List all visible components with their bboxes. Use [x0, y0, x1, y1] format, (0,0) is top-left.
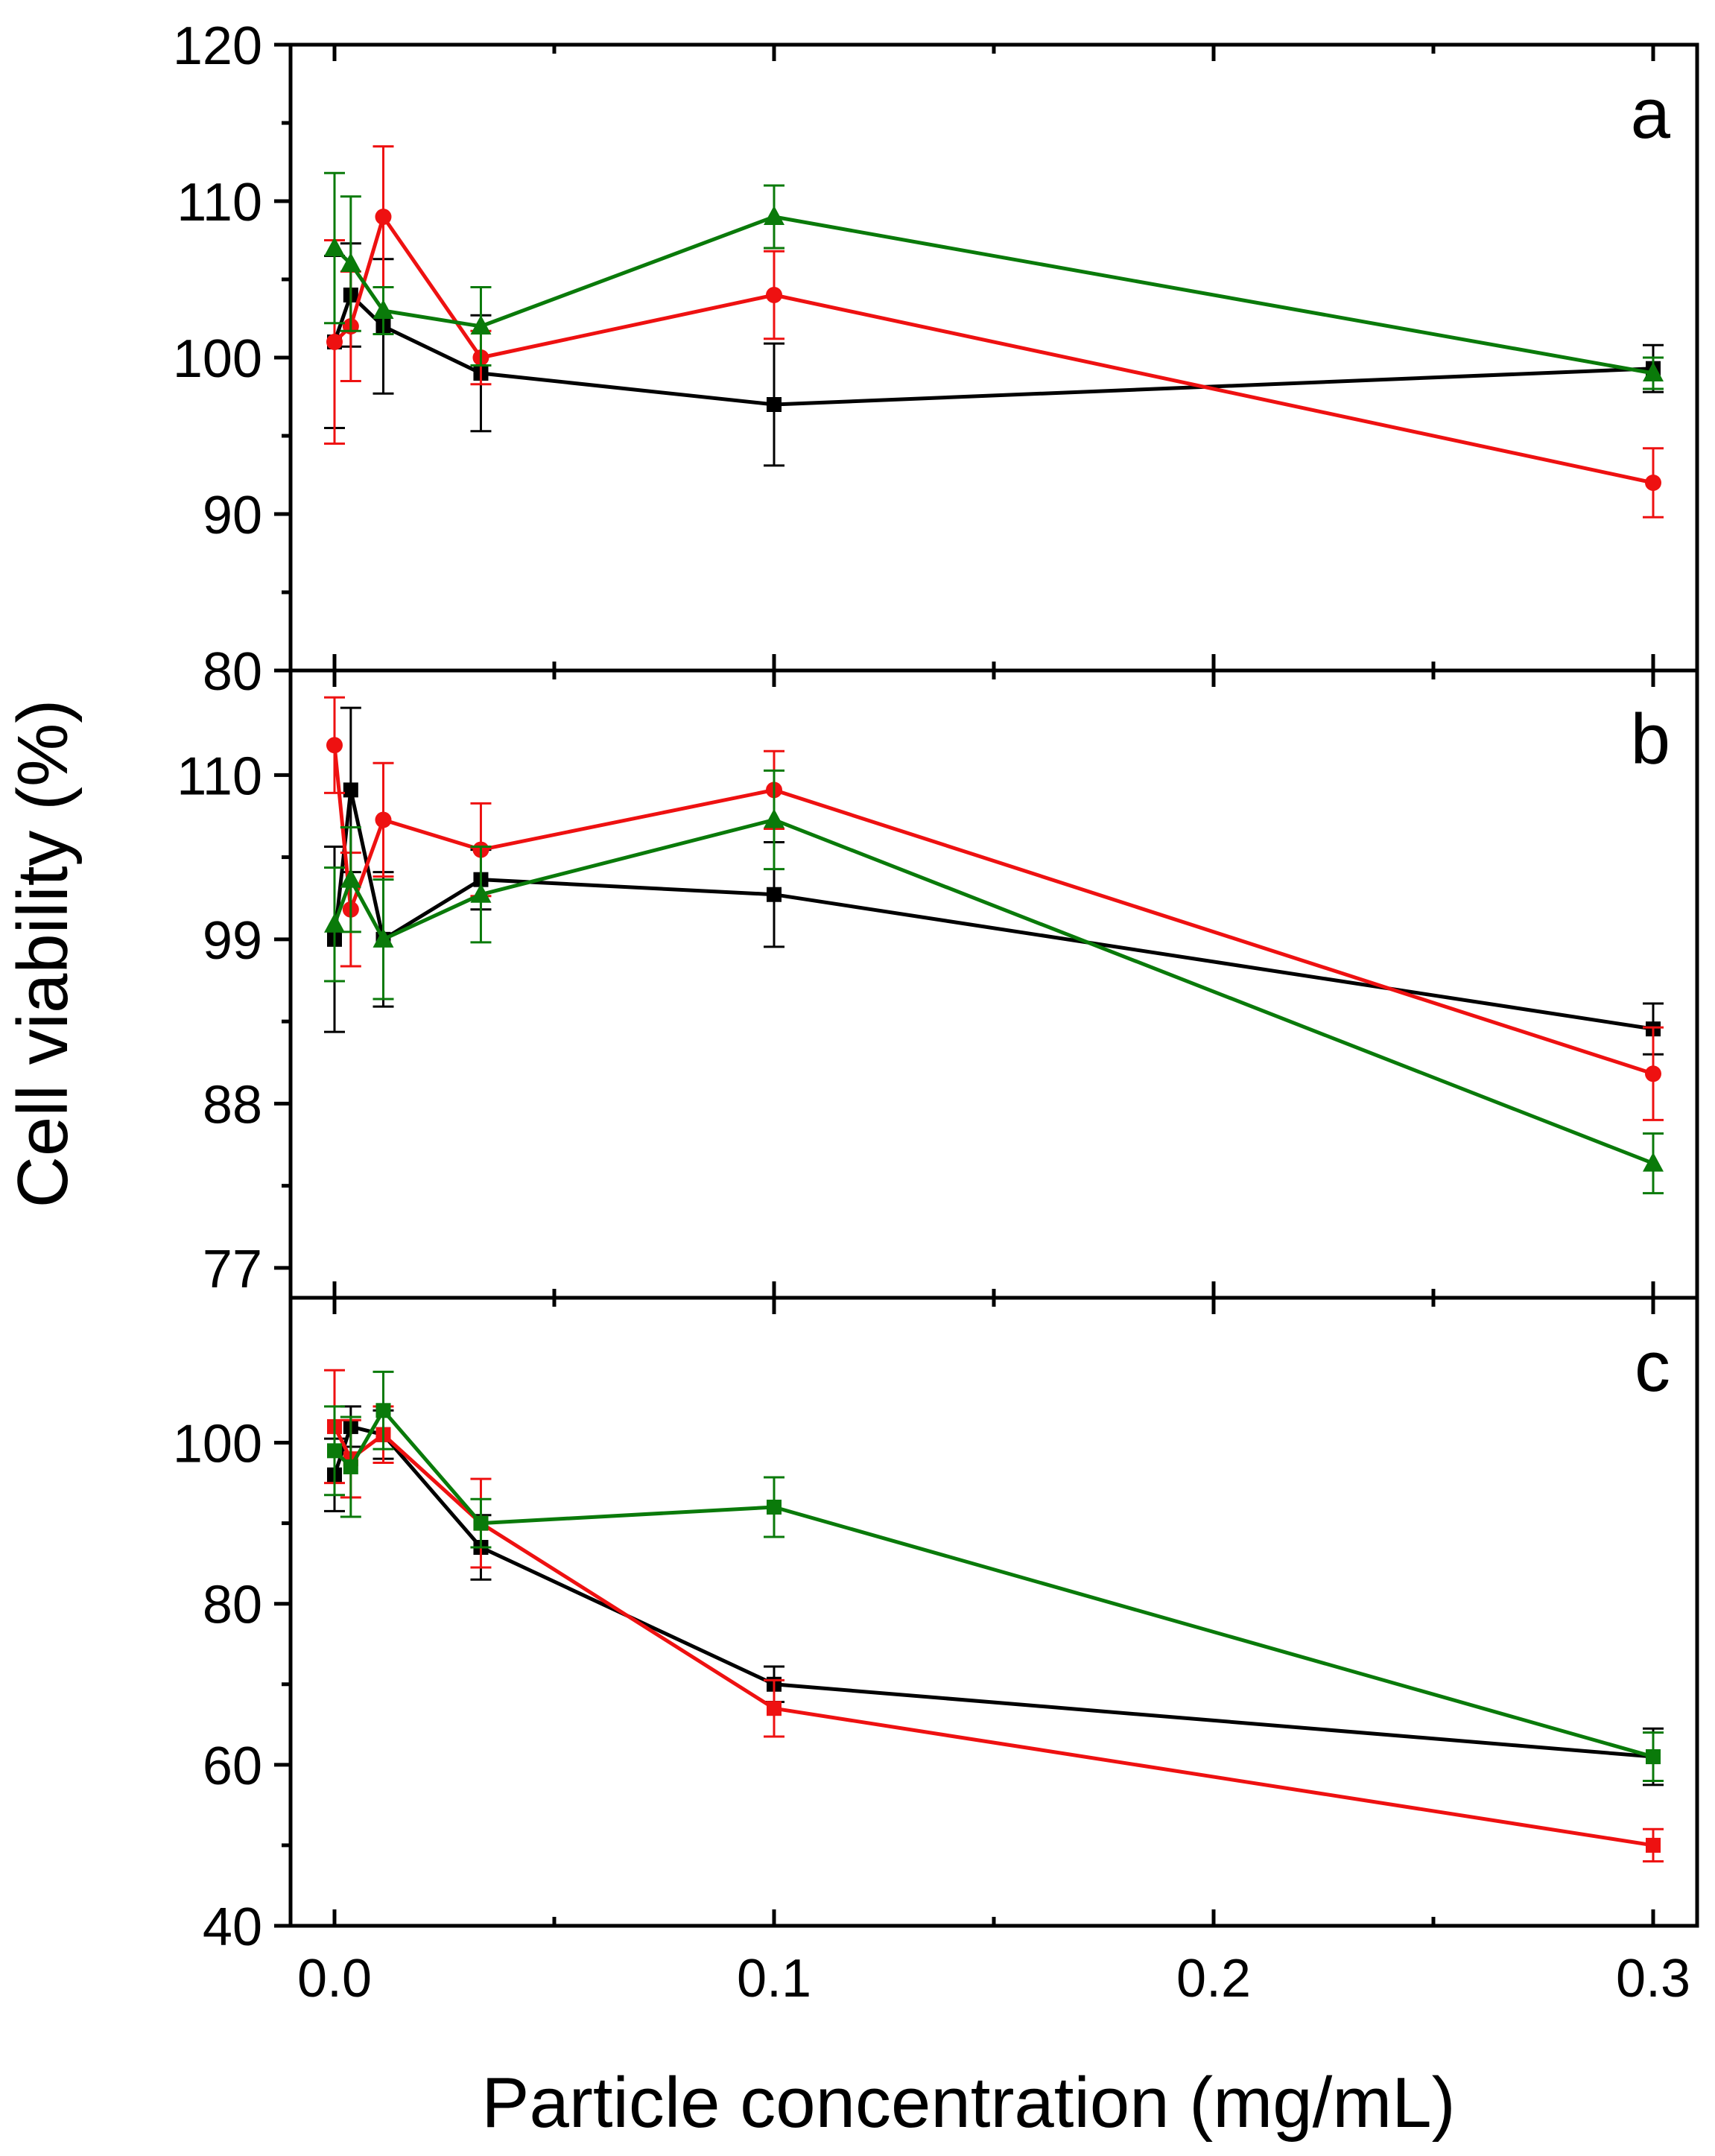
data-point: [324, 913, 345, 933]
series-black-square: [324, 1405, 1664, 1786]
data-point: [373, 928, 394, 948]
data-point: [375, 1403, 391, 1418]
x-tick-label: 0.3: [1616, 1949, 1690, 2008]
panel-c: 40 60 80 100 c: [173, 1296, 1699, 1957]
data-point: [767, 1500, 782, 1515]
data-point: [470, 883, 492, 903]
series-line: [332, 293, 1654, 407]
series-red-circle: [324, 696, 1664, 1121]
series-line: [332, 817, 1654, 1165]
y-tick-label: 110: [177, 746, 262, 806]
data-point: [473, 1515, 489, 1531]
data-point: [767, 397, 782, 412]
data-point: [1643, 362, 1664, 381]
data-point: [1643, 1152, 1664, 1172]
series-line: [332, 1424, 1654, 1759]
data-point: [326, 334, 343, 350]
series-green-triangle: [324, 769, 1664, 1195]
data-point: [340, 868, 361, 888]
series-green-square: [324, 1370, 1664, 1782]
y-axis-title: Cell viability (%): [3, 700, 83, 1208]
x-tick-label: 0.1: [737, 1949, 811, 2008]
panel-frame: [288, 42, 1699, 673]
y-tick-label: 40: [203, 1897, 262, 1957]
series-line: [332, 744, 1654, 1076]
x-tick-label: 0.2: [1176, 1949, 1251, 2008]
y-tick-label: 60: [203, 1737, 262, 1796]
y-tick-label: 99: [203, 911, 262, 971]
panel-b: 77 88 99 110 b: [177, 668, 1699, 1300]
data-point: [375, 811, 392, 828]
data-point: [343, 1459, 358, 1474]
data-point: [340, 253, 361, 272]
y-tick-label: 80: [203, 642, 262, 702]
panel-frame: [288, 1296, 1699, 1928]
chart-panels: 80 90 100 110 120 a 77 88 99 110 b 40 60 80 100 c: [173, 16, 1699, 1957]
y-tick-label: 90: [203, 486, 262, 545]
x-tick-labels: 0.0 0.1 0.2 0.3: [297, 1949, 1690, 2008]
panel-label: a: [1631, 74, 1671, 153]
data-point: [470, 315, 492, 335]
panel-label: c: [1635, 1327, 1670, 1407]
series-red-square: [324, 1369, 1664, 1863]
series-line: [332, 787, 1654, 1031]
panel-a: 80 90 100 110 120 a: [173, 16, 1699, 702]
series-line: [333, 215, 1654, 375]
data-point: [1646, 1837, 1661, 1853]
data-point: [764, 808, 784, 828]
data-point: [1646, 1749, 1661, 1765]
x-axis-title: Particle concentration (mg/mL): [481, 2063, 1455, 2143]
data-point: [326, 737, 343, 754]
data-point: [1645, 1065, 1661, 1082]
panel-frame: [288, 668, 1699, 1300]
series-line: [333, 1408, 1654, 1759]
data-point: [764, 206, 784, 225]
y-tick-label: 88: [203, 1075, 262, 1135]
data-point: [766, 287, 782, 303]
data-point: [1645, 475, 1661, 491]
y-tick-label: 100: [173, 329, 262, 389]
y-tick-label: 77: [203, 1240, 262, 1299]
data-point: [767, 1701, 782, 1716]
y-tick-label: 120: [173, 16, 262, 76]
data-point: [327, 1443, 342, 1459]
data-point: [343, 782, 358, 798]
series-green-triangle: [324, 171, 1664, 390]
data-point: [373, 299, 394, 319]
data-point: [324, 237, 345, 256]
y-tick-label: 110: [177, 173, 262, 232]
data-point: [375, 209, 392, 225]
series-red-circle: [324, 145, 1664, 519]
series-black-square: [324, 706, 1664, 1056]
data-point: [767, 887, 782, 902]
panel-label: b: [1631, 700, 1670, 779]
y-tick-label: 100: [173, 1415, 262, 1474]
series-line: [332, 1425, 1654, 1848]
series-black-square: [324, 242, 1664, 467]
x-tick-label: 0.0: [297, 1949, 372, 2008]
y-tick-label: 80: [203, 1576, 262, 1635]
